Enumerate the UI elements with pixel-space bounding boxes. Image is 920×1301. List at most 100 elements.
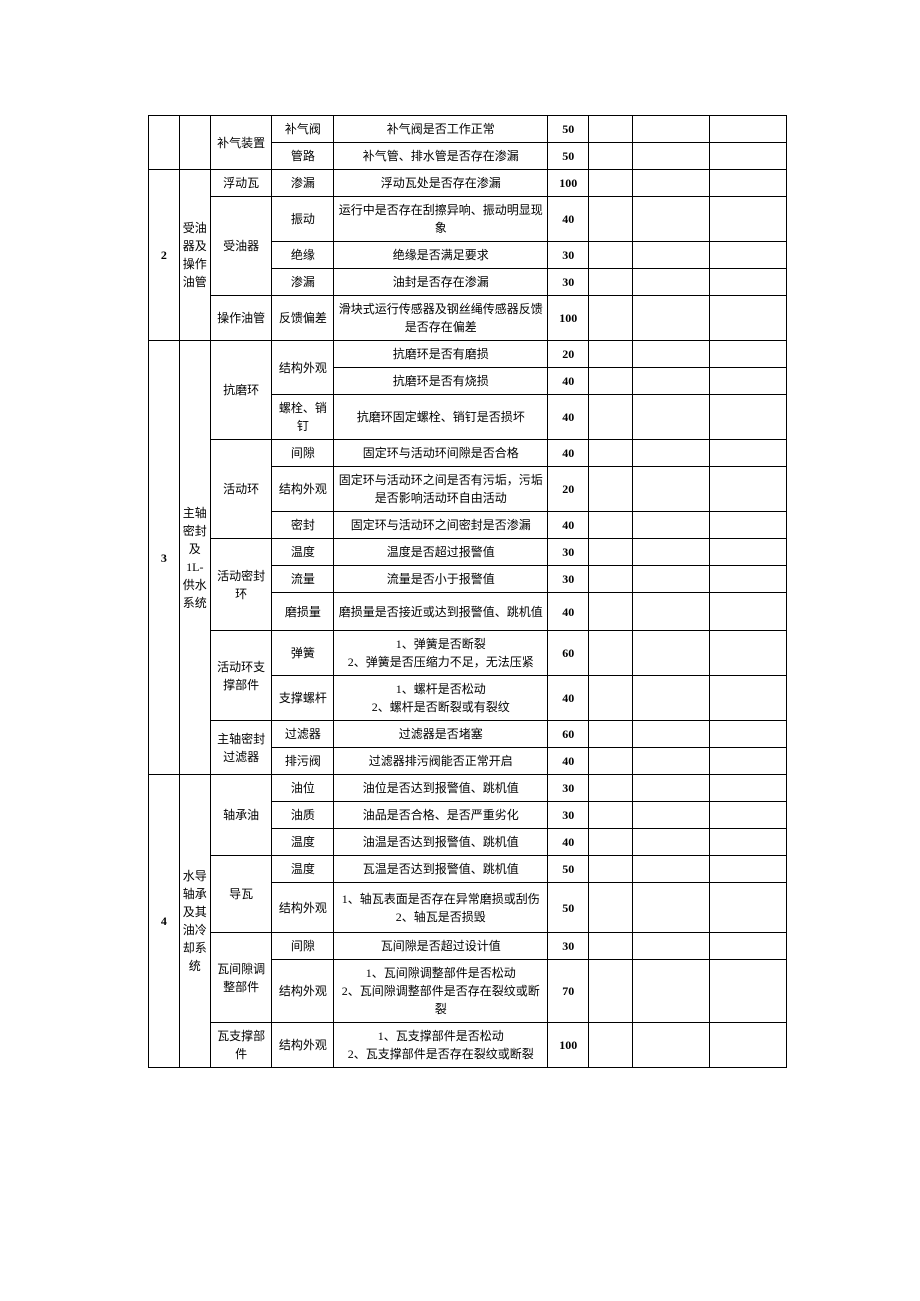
- item-cell: 间隙: [272, 440, 334, 467]
- desc-cell: 抗磨环固定螺栓、销钉是否损坏: [334, 395, 548, 440]
- empty-cell: [589, 116, 632, 143]
- idx-cell: 4: [149, 775, 180, 1068]
- empty-cell: [632, 116, 709, 143]
- empty-cell: [709, 593, 786, 631]
- val-cell: 70: [548, 960, 589, 1023]
- part-cell: 受油器: [210, 197, 272, 296]
- desc-cell: 瓦温是否达到报警值、跳机值: [334, 856, 548, 883]
- desc-cell: 油封是否存在渗漏: [334, 269, 548, 296]
- empty-cell: [709, 197, 786, 242]
- desc-cell: 瓦间隙是否超过设计值: [334, 933, 548, 960]
- cat-text: 主轴密封及1L-供水系统: [183, 506, 207, 610]
- desc-cell: 1、弹簧是否断裂 2、弹簧是否压缩力不足，无法压紧: [334, 631, 548, 676]
- empty-cell: [632, 721, 709, 748]
- item-cell: 过滤器: [272, 721, 334, 748]
- empty-cell: [632, 748, 709, 775]
- empty-cell: [589, 143, 632, 170]
- empty-cell: [589, 269, 632, 296]
- empty-cell: [632, 341, 709, 368]
- item-cell: 结构外观: [272, 341, 334, 395]
- item-cell: 温度: [272, 829, 334, 856]
- empty-cell: [632, 856, 709, 883]
- val-cell: 50: [548, 856, 589, 883]
- empty-cell: [589, 296, 632, 341]
- val-cell: 50: [548, 143, 589, 170]
- part-cell: 瓦间隙调整部件: [210, 933, 272, 1023]
- part-cell: 补气装置: [210, 116, 272, 170]
- empty-cell: [632, 467, 709, 512]
- empty-cell: [709, 467, 786, 512]
- desc-cell: 固定环与活动环之间密封是否渗漏: [334, 512, 548, 539]
- desc-cell: 浮动瓦处是否存在渗漏: [334, 170, 548, 197]
- empty-cell: [709, 856, 786, 883]
- empty-cell: [632, 170, 709, 197]
- empty-cell: [632, 395, 709, 440]
- val-cell: 100: [548, 296, 589, 341]
- empty-cell: [709, 440, 786, 467]
- val-cell: 30: [548, 242, 589, 269]
- val-cell: 60: [548, 631, 589, 676]
- desc-cell: 1、瓦间隙调整部件是否松动 2、瓦间隙调整部件是否存在裂纹或断裂: [334, 960, 548, 1023]
- desc-cell: 绝缘是否满足要求: [334, 242, 548, 269]
- empty-cell: [709, 368, 786, 395]
- val-cell: 40: [548, 395, 589, 440]
- item-cell: 螺栓、销钉: [272, 395, 334, 440]
- val-cell: 30: [548, 775, 589, 802]
- empty-cell: [589, 1023, 632, 1068]
- desc-cell: 1、瓦支撑部件是否松动 2、瓦支撑部件是否存在裂纹或断裂: [334, 1023, 548, 1068]
- empty-cell: [709, 775, 786, 802]
- part-cell: 活动环支撑部件: [210, 631, 272, 721]
- empty-cell: [632, 1023, 709, 1068]
- desc-cell: 油品是否合格、是否严重劣化: [334, 802, 548, 829]
- part-cell: 浮动瓦: [210, 170, 272, 197]
- empty-cell: [589, 512, 632, 539]
- item-cell: 油位: [272, 775, 334, 802]
- empty-cell: [632, 566, 709, 593]
- item-cell: 反馈偏差: [272, 296, 334, 341]
- desc-cell: 温度是否超过报警值: [334, 539, 548, 566]
- item-cell: 弹簧: [272, 631, 334, 676]
- empty-cell: [589, 775, 632, 802]
- desc-cell: 过滤器是否堵塞: [334, 721, 548, 748]
- empty-cell: [632, 883, 709, 933]
- empty-cell: [709, 512, 786, 539]
- item-cell: 支撑螺杆: [272, 676, 334, 721]
- item-cell: 管路: [272, 143, 334, 170]
- desc-cell: 运行中是否存在刮擦异响、振动明显现象: [334, 197, 548, 242]
- empty-cell: [632, 775, 709, 802]
- item-cell: 渗漏: [272, 269, 334, 296]
- val-cell: 30: [548, 539, 589, 566]
- item-cell: 结构外观: [272, 883, 334, 933]
- val-cell: 30: [548, 802, 589, 829]
- desc-cell: 磨损量是否接近或达到报警值、跳机值: [334, 593, 548, 631]
- empty-cell: [709, 676, 786, 721]
- empty-cell: [709, 721, 786, 748]
- val-cell: 40: [548, 512, 589, 539]
- part-cell: 导瓦: [210, 856, 272, 933]
- val-cell: 20: [548, 341, 589, 368]
- val-cell: 50: [548, 883, 589, 933]
- empty-cell: [632, 296, 709, 341]
- item-cell: 结构外观: [272, 1023, 334, 1068]
- desc-cell: 固定环与活动环之间是否有污垢，污垢是否影响活动环自由活动: [334, 467, 548, 512]
- empty-cell: [632, 933, 709, 960]
- item-cell: 温度: [272, 539, 334, 566]
- empty-cell: [709, 116, 786, 143]
- part-cell: 抗磨环: [210, 341, 272, 440]
- empty-cell: [632, 960, 709, 1023]
- val-cell: 100: [548, 170, 589, 197]
- empty-cell: [632, 593, 709, 631]
- cat-text: 受油器及操作油管: [183, 221, 207, 289]
- empty-cell: [589, 539, 632, 566]
- cat-text: 水导轴承及其油冷却系统: [183, 869, 207, 973]
- cat-cell: 受油器及操作油管: [179, 170, 210, 341]
- item-cell: 结构外观: [272, 960, 334, 1023]
- val-cell: 100: [548, 1023, 589, 1068]
- empty-cell: [589, 883, 632, 933]
- desc-cell: 过滤器排污阀能否正常开启: [334, 748, 548, 775]
- empty-cell: [589, 170, 632, 197]
- item-cell: 结构外观: [272, 467, 334, 512]
- val-cell: 30: [548, 269, 589, 296]
- empty-cell: [589, 802, 632, 829]
- part-cell: 活动环: [210, 440, 272, 539]
